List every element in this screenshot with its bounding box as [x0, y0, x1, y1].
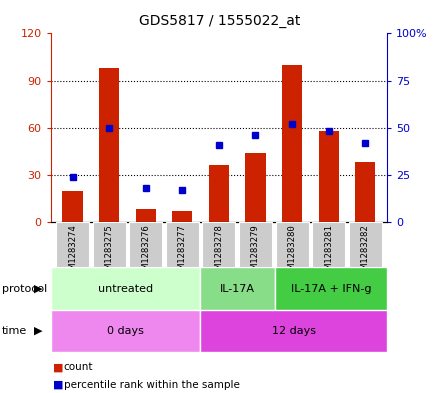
Bar	[202, 222, 235, 267]
Text: ▶: ▶	[34, 326, 43, 336]
Bar	[56, 222, 89, 267]
Bar	[312, 222, 345, 267]
Bar	[239, 222, 272, 267]
Bar	[93, 222, 125, 267]
Text: GSM1283277: GSM1283277	[178, 224, 187, 278]
Text: 12 days: 12 days	[271, 326, 315, 336]
Text: ▶: ▶	[34, 284, 43, 294]
Bar	[172, 211, 192, 222]
Bar	[51, 310, 200, 352]
Bar	[319, 131, 339, 222]
Text: count: count	[64, 362, 93, 373]
Bar	[209, 165, 229, 222]
Text: protocol: protocol	[2, 284, 48, 294]
Text: GSM1283280: GSM1283280	[288, 224, 297, 278]
Bar	[166, 222, 199, 267]
Text: time: time	[2, 326, 27, 336]
Bar	[62, 191, 83, 222]
Bar	[200, 267, 275, 310]
Bar	[136, 209, 156, 222]
Text: percentile rank within the sample: percentile rank within the sample	[64, 380, 240, 390]
Bar	[275, 267, 387, 310]
Bar	[246, 153, 266, 222]
Text: GDS5817 / 1555022_at: GDS5817 / 1555022_at	[139, 14, 301, 28]
Text: GSM1283276: GSM1283276	[141, 224, 150, 278]
Text: IL-17A + IFN-g: IL-17A + IFN-g	[291, 284, 371, 294]
Text: 0 days: 0 days	[107, 326, 144, 336]
Bar	[355, 162, 375, 222]
Bar	[99, 68, 119, 222]
Text: ■: ■	[53, 380, 63, 390]
Text: GSM1283282: GSM1283282	[361, 224, 370, 278]
Bar	[349, 222, 382, 267]
Text: GSM1283278: GSM1283278	[214, 224, 224, 278]
Text: GSM1283281: GSM1283281	[324, 224, 333, 278]
Text: ■: ■	[53, 362, 63, 373]
Text: GSM1283279: GSM1283279	[251, 224, 260, 278]
Text: untreated: untreated	[98, 284, 153, 294]
Text: IL-17A: IL-17A	[220, 284, 255, 294]
Bar	[129, 222, 162, 267]
Bar	[200, 310, 387, 352]
Text: GSM1283274: GSM1283274	[68, 224, 77, 278]
Bar	[282, 65, 302, 222]
Text: GSM1283275: GSM1283275	[105, 224, 114, 278]
Bar	[275, 222, 308, 267]
Bar	[51, 267, 200, 310]
